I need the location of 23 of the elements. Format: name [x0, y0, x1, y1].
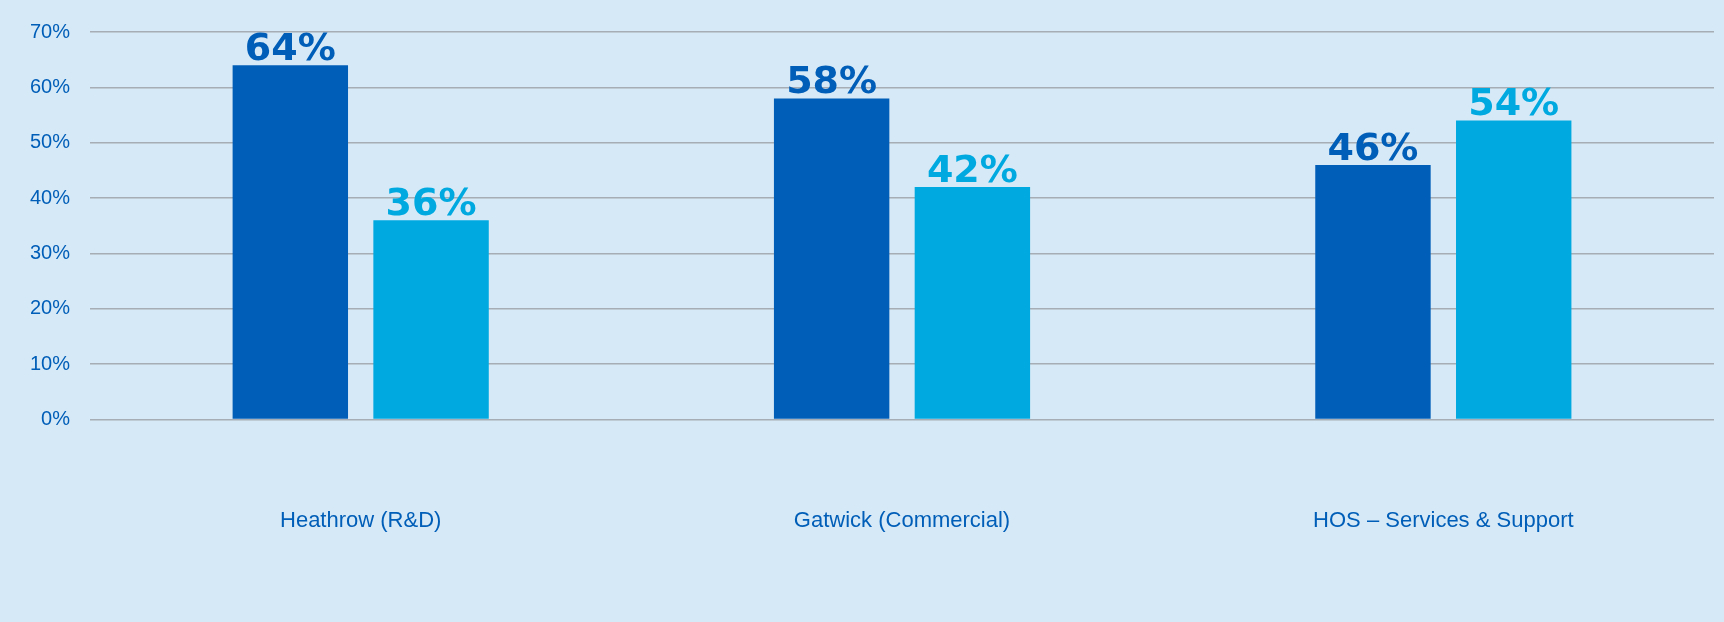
y-tick-label: 60% [30, 74, 71, 97]
bar [914, 187, 1031, 419]
bar [1456, 120, 1572, 419]
y-tick-label: 40% [30, 185, 71, 208]
data-label: 58% [786, 58, 878, 103]
y-tick-label: 10% [30, 351, 71, 374]
x-tick-label: Gatwick (Commercial) [793, 506, 1011, 532]
data-label: 54% [1468, 80, 1560, 125]
y-tick-label: 0% [41, 407, 71, 430]
y-tick-label: 70% [30, 19, 71, 42]
bar [1315, 164, 1431, 419]
y-tick-label: 20% [30, 296, 71, 319]
data-label: 36% [385, 180, 477, 225]
y-tick-label: 50% [30, 130, 71, 153]
bar [232, 65, 349, 419]
x-tick-label: HOS – Services & Support [1313, 506, 1574, 532]
x-tick-label: Heathrow (R&D) [280, 506, 442, 532]
data-label: 64% [244, 25, 336, 70]
y-tick-label: 30% [30, 241, 71, 263]
bar [373, 220, 489, 419]
data-label: 42% [926, 146, 1018, 191]
bar [773, 98, 890, 419]
data-label: 46% [1327, 124, 1419, 169]
